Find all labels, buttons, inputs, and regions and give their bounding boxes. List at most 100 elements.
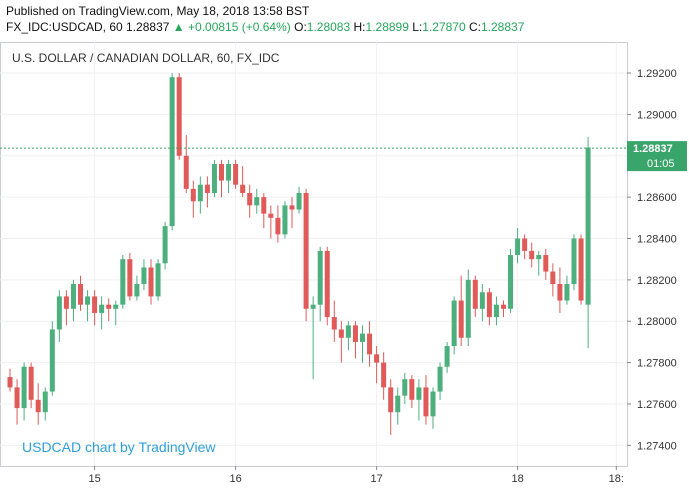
candle [70,279,76,322]
candle-body [240,184,246,193]
candle [543,248,549,280]
candle [204,176,210,208]
price-chart[interactable]: 1.292001.290001.288001.286001.284001.282… [0,42,689,494]
candle-body [388,387,394,413]
candle [28,362,34,409]
candle [183,135,189,193]
candle [536,250,542,276]
candle [35,383,41,425]
candle-body [204,184,210,193]
candle [106,298,112,322]
plot-area[interactable] [0,42,628,467]
candle [522,234,528,260]
candle-body [289,205,295,210]
candle [42,387,48,421]
chart-canvas[interactable]: 1.292001.290001.288001.286001.284001.282… [0,42,689,494]
candle [465,269,471,347]
candle [56,290,62,342]
candle [515,228,521,264]
candle-body [21,366,27,409]
candle [388,379,394,435]
candle-body [35,399,41,413]
y-tick-label: 1.28000 [637,316,677,328]
candle-body [247,192,253,206]
candle-body [543,255,549,272]
candle [578,234,584,305]
candle-body [162,226,168,264]
candle [127,252,133,301]
x-tick-label: 17 [370,473,382,485]
open-label: O: [294,20,307,34]
candle-body [296,192,302,210]
candle-body [402,379,408,396]
candle [21,362,27,421]
candle [155,259,161,301]
candle-body [120,259,126,305]
candle [120,255,126,309]
candle [282,201,288,239]
candle [472,275,478,318]
candle-body [78,283,83,305]
candle-body [183,155,189,189]
candle-body [395,395,401,413]
candle-body [14,387,20,409]
candle [451,296,457,355]
candle [190,180,196,218]
candle-body [381,362,387,388]
candle-body [437,366,443,392]
close-value: 1.28837 [481,20,525,34]
candle [169,73,175,231]
y-axis[interactable]: 1.292001.290001.288001.286001.284001.282… [627,68,677,452]
candle [92,290,98,326]
candle [444,341,450,373]
candle-body [275,217,281,235]
symbol-label: FX_IDC:USDCAD, 60 [6,20,123,34]
y-tick-label: 1.28600 [637,192,677,204]
price-change: +0.00815 (+0.64%) [188,20,291,34]
candle-body [261,197,267,214]
x-tick-label: 18 [511,473,523,485]
candle-body [303,192,309,309]
candle-body [106,304,112,309]
candle-body [254,197,260,206]
candle [571,234,577,291]
candle-body [493,304,499,318]
candle-body [99,304,105,313]
candle [247,184,253,218]
candle [458,275,464,347]
candle-body [486,292,492,318]
y-tick-label: 1.29200 [637,68,677,80]
candle-body [282,205,288,235]
candle [585,137,591,349]
candle-body [374,354,380,363]
candle [162,221,168,270]
candle [493,296,499,326]
candle-body [472,279,478,309]
candle-body [585,147,591,305]
candle [303,188,309,322]
candle-body [571,238,577,284]
candle [197,176,203,214]
candle-body [444,346,450,367]
close-label: C: [469,20,481,34]
x-axis[interactable]: 15 16 17 18 18: [88,466,624,485]
candle-body [28,366,34,400]
last-price-tag-value: 1.28837 [633,143,673,155]
candle-body [141,267,147,284]
candle [317,246,323,322]
y-tick-label: 1.28200 [637,275,677,287]
chart-header: Published on TradingView.com, May 18, 20… [0,0,689,42]
candle-body [42,391,48,413]
candle-body [155,263,161,297]
candle [508,248,514,313]
open-value: 1.28083 [306,20,351,34]
candle [211,159,217,198]
candle-body [190,188,196,202]
candle-body [70,283,76,309]
candle [148,259,154,305]
candle [296,186,302,214]
candle [289,197,295,229]
candle [268,205,274,239]
candle-body [423,387,429,417]
candle [254,188,260,214]
